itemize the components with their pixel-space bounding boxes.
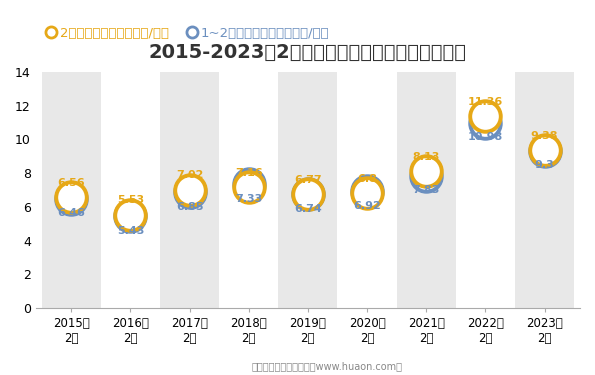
Text: 7.16: 7.16: [235, 168, 262, 178]
Title: 2015-2023年2月上海期货交易所铝期货成交均价: 2015-2023年2月上海期货交易所铝期货成交均价: [149, 43, 467, 62]
Text: 6.92: 6.92: [353, 201, 381, 211]
Bar: [160, 72, 219, 308]
Legend: 2月期货成交均价（万元/手）, 1~2月期货成交均价（万元/手）: 2月期货成交均价（万元/手）, 1~2月期货成交均价（万元/手）: [48, 27, 329, 40]
Bar: [397, 72, 456, 308]
Text: 7.33: 7.33: [235, 194, 262, 204]
Text: 5.43: 5.43: [117, 226, 144, 236]
Text: 7.02: 7.02: [176, 170, 203, 180]
Text: 6.56: 6.56: [58, 178, 85, 188]
Bar: [42, 72, 101, 308]
Text: 10.98: 10.98: [468, 132, 503, 142]
Bar: [515, 72, 574, 308]
Text: 7.83: 7.83: [412, 185, 440, 195]
Text: 8.13: 8.13: [412, 152, 440, 162]
Text: 6.77: 6.77: [294, 174, 322, 184]
Text: 11.36: 11.36: [468, 97, 503, 107]
Text: 制图：华经产业研究院（www.huaon.com）: 制图：华经产业研究院（www.huaon.com）: [252, 361, 403, 371]
Text: 6.46: 6.46: [57, 209, 85, 218]
Text: 9.3: 9.3: [535, 160, 555, 171]
Text: 9.38: 9.38: [531, 130, 558, 141]
Bar: [278, 72, 337, 308]
Text: 6.74: 6.74: [294, 204, 322, 214]
Text: 6.8: 6.8: [357, 174, 377, 184]
Text: 5.53: 5.53: [117, 195, 144, 206]
Text: 6.85: 6.85: [176, 202, 203, 212]
